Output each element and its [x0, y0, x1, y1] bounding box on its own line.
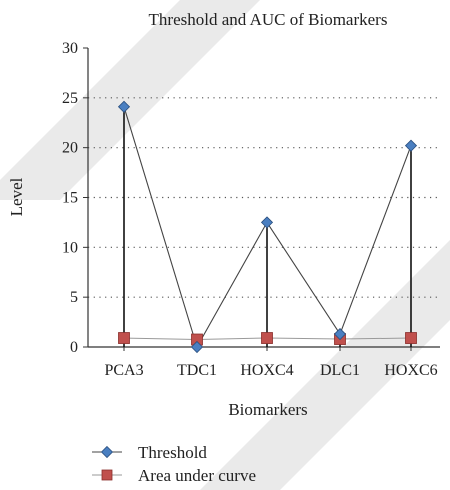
- y-tick-label: 0: [70, 339, 78, 356]
- point-area-under-curve: [118, 332, 130, 344]
- point-threshold: [404, 139, 418, 152]
- point-threshold: [190, 340, 204, 354]
- point-area-under-curve: [261, 332, 273, 344]
- x-axis-label: Biomarkers: [228, 400, 307, 419]
- y-tick-labels: 0 5 10 15 20 25 30: [62, 40, 78, 356]
- legend: Threshold Area under curve: [92, 443, 256, 485]
- x-tick-label: PCA3: [104, 362, 143, 379]
- legend-label: Area under curve: [138, 466, 256, 485]
- y-axis-label: Level: [7, 177, 26, 216]
- legend-marker-area-under-curve: [101, 469, 113, 481]
- gridlines: [88, 97, 440, 298]
- point-threshold: [260, 216, 274, 229]
- x-tick-label: HOXC6: [384, 362, 437, 379]
- point-threshold: [117, 100, 131, 113]
- point-area-under-curve: [405, 332, 417, 344]
- legend-marker-threshold: [100, 445, 114, 459]
- x-tick-label: TDC1: [177, 362, 217, 379]
- series: [117, 100, 418, 354]
- y-tick-label: 5: [70, 289, 78, 306]
- x-tick-label: HOXC4: [240, 362, 293, 379]
- legend-label: Threshold: [138, 443, 207, 462]
- point-threshold: [333, 327, 347, 341]
- y-tick-label: 10: [62, 239, 78, 256]
- y-tick-label: 25: [62, 90, 78, 107]
- chart-title: Threshold and AUC of Biomarkers: [149, 10, 388, 29]
- x-tick-labels: PCA3 TDC1 HOXC4 DLC1 HOXC6: [104, 362, 437, 379]
- y-tick-label: 20: [62, 140, 78, 157]
- y-tick-label: 15: [62, 190, 78, 207]
- y-tick-label: 30: [62, 40, 78, 57]
- x-tick-label: DLC1: [320, 362, 360, 379]
